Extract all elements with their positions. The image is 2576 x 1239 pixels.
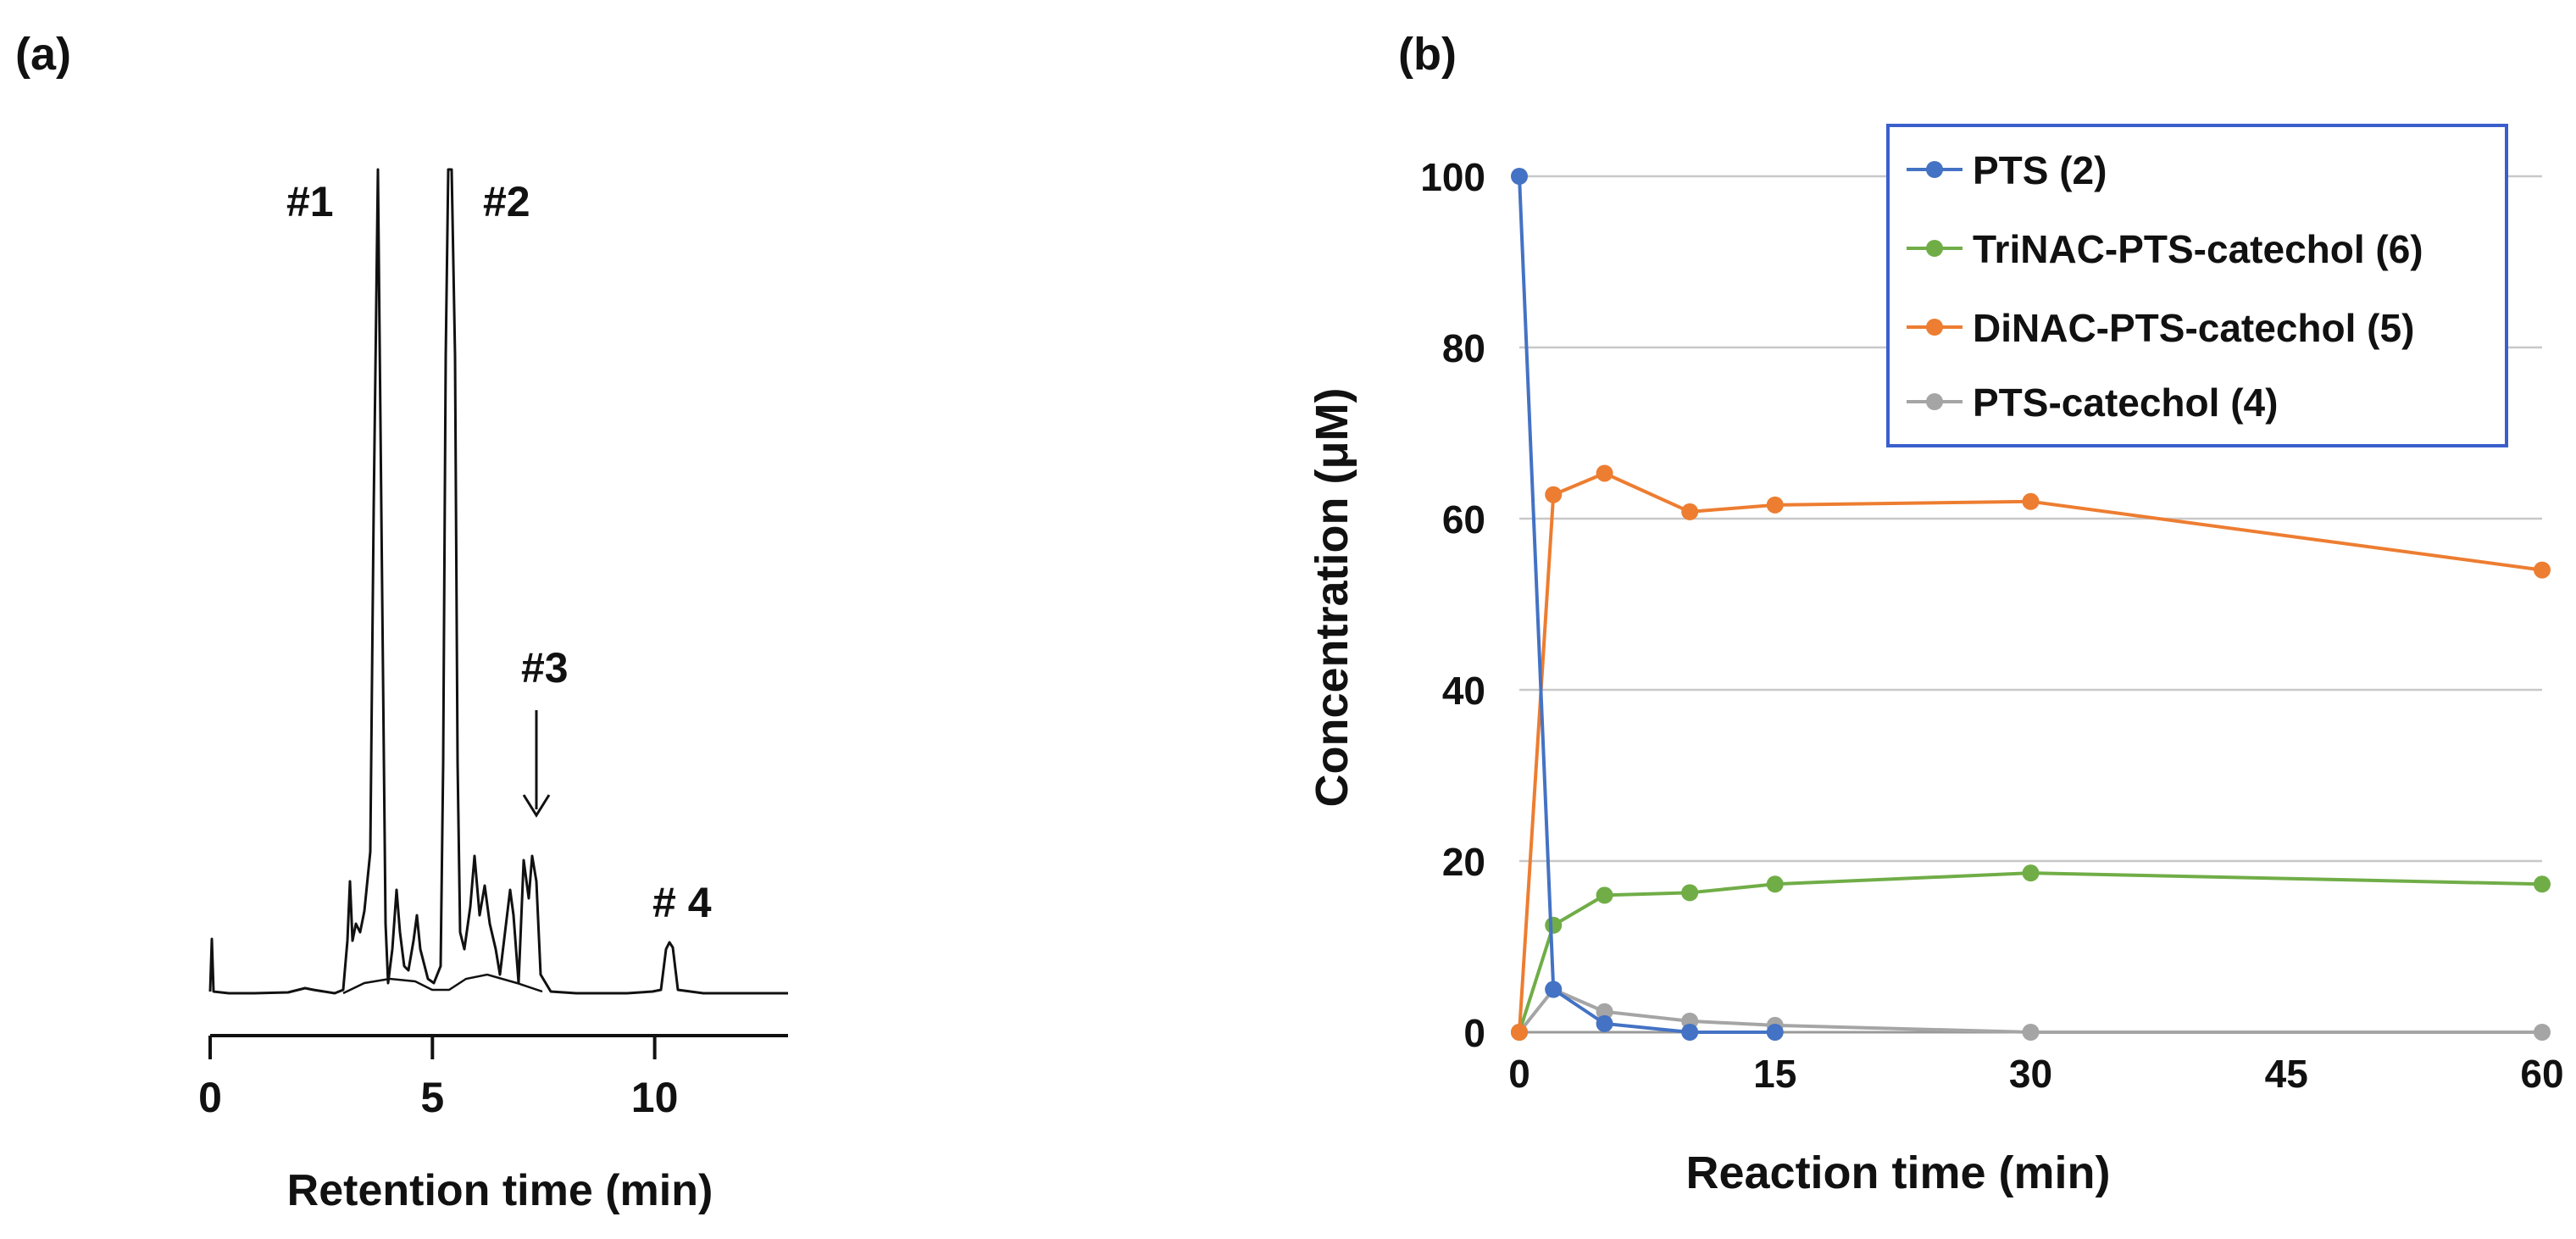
data-point (1681, 503, 1699, 520)
data-point (1766, 1024, 1784, 1041)
series-2 (1511, 464, 2551, 1041)
panel-a-title: (a) (15, 29, 71, 80)
data-point (1545, 916, 1563, 934)
panel-b-ylabel: Concentration (μM) (1307, 388, 1357, 808)
peak-label-4: # 4 (652, 879, 712, 926)
legend-label: DiNAC-PTS-catechol (5) (1973, 306, 2414, 350)
data-point (2534, 1024, 2551, 1041)
data-point (2534, 875, 2551, 893)
panel-b-x-tick-label: 60 (2520, 1052, 2563, 1096)
panel-b-x-tick-label: 30 (2009, 1052, 2052, 1096)
panel-b-y-ticks: 0 20 40 60 80 100 (1420, 155, 1485, 1055)
panel-b-y-tick-label: 60 (1442, 497, 1485, 542)
data-point (1596, 1014, 1613, 1032)
panel-b-y-tick-label: 100 (1420, 155, 1485, 199)
legend-item: PTS-catechol (4) (1907, 381, 2278, 425)
data-point (1511, 168, 1528, 185)
panel-b-x-tick-label: 15 (1753, 1052, 1796, 1096)
peak-label-1: #1 (286, 178, 334, 225)
panel-b-y-tick-label: 0 (1463, 1011, 1485, 1055)
data-point (1681, 1024, 1699, 1041)
legend-label: PTS-catechol (4) (1973, 381, 2278, 425)
legend: PTS (2) TriNAC-PTS-catechol (6) DiNAC-PTS-… (1886, 124, 2508, 447)
panel-b-x-tick-label: 45 (2265, 1052, 2308, 1096)
legend-item: DiNAC-PTS-catechol (5) (1907, 306, 2414, 350)
panel-a-x-tick-label: 0 (198, 1074, 222, 1121)
legend-marker (1926, 240, 1943, 257)
panel-a-xlabel: Retention time (min) (287, 1166, 713, 1215)
panel-b-x-ticks: 0 15 30 45 60 (1508, 1052, 2563, 1096)
data-point (1511, 1024, 1528, 1041)
panel-b-kinetics-chart: (b) 0 20 40 60 80 100 0 15 30 45 60 Reaction time… (1307, 29, 2564, 1198)
panel-b-y-tick-label: 80 (1442, 326, 1485, 370)
data-point (1545, 981, 1563, 998)
panel-a-x-tick-label: 10 (631, 1074, 679, 1121)
series-line (1518, 175, 1775, 1034)
legend-item: PTS (2) (1907, 148, 2107, 192)
series-line (1518, 471, 2543, 1033)
series-line (1518, 871, 2543, 1033)
data-point (2022, 492, 2040, 510)
panel-a-x-ticks: 0 5 10 (198, 1036, 678, 1121)
peak-label-3: #3 (521, 644, 569, 692)
chromatogram-trace (208, 168, 788, 995)
panel-b-y-tick-label: 20 (1442, 840, 1485, 884)
legend-marker (1926, 319, 1943, 336)
data-point (1766, 875, 1784, 893)
legend-label: TriNAC-PTS-catechol (6) (1973, 227, 2423, 271)
panel-a-chromatogram: (a) #1 #2 #3 # 4 0 5 10 Retention time (mi… (15, 29, 788, 1215)
data-point (1596, 886, 1613, 904)
panel-a-x-tick-label: 5 (420, 1074, 444, 1121)
legend-label: PTS (2) (1973, 148, 2107, 192)
peak-3-arrow-head (522, 794, 551, 818)
legend-marker (1926, 393, 1943, 410)
data-point (2534, 561, 2551, 579)
panel-b-x-tick-label: 0 (1508, 1052, 1530, 1096)
data-point (1596, 464, 1613, 482)
data-point (1596, 1003, 1613, 1020)
data-point (1766, 496, 1784, 514)
panel-b-title: (b) (1398, 29, 1457, 80)
panel-b-series (1511, 168, 2551, 1041)
data-point (2022, 1024, 2040, 1041)
panel-b-xlabel: Reaction time (min) (1685, 1147, 2110, 1198)
data-point (2022, 864, 2040, 882)
data-point (1545, 486, 1563, 503)
chromatogram-baseline (342, 973, 543, 995)
legend-item: TriNAC-PTS-catechol (6) (1907, 227, 2423, 271)
legend-marker (1926, 161, 1943, 178)
series-0 (1511, 168, 1784, 1041)
data-point (1681, 884, 1699, 902)
peak-label-2: #2 (483, 178, 530, 225)
series-1 (1511, 864, 2551, 1041)
panel-b-y-tick-label: 40 (1442, 669, 1485, 713)
legend-box (1886, 124, 2508, 447)
